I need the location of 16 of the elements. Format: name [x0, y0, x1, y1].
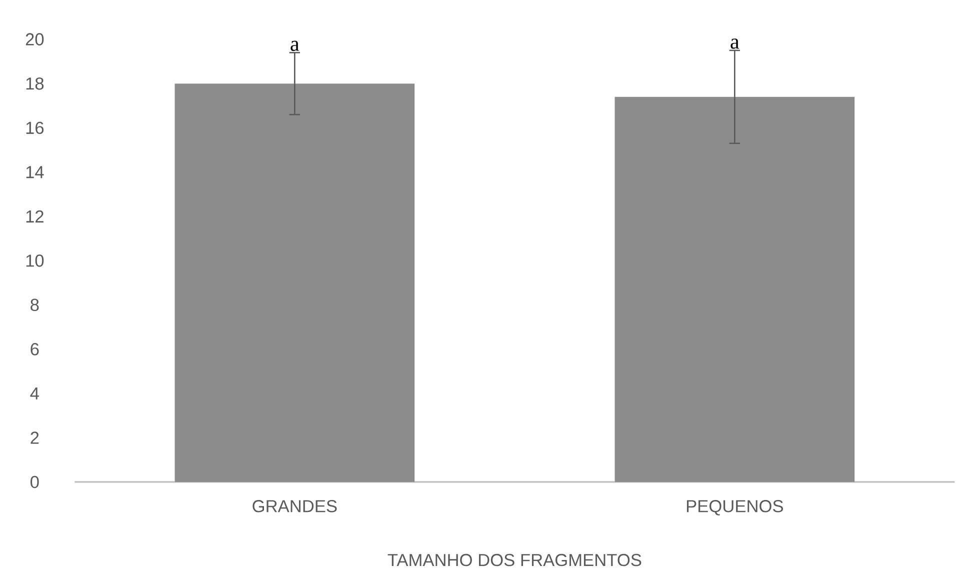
y-tick-label: 6 — [30, 343, 39, 356]
y-tick-label: 14 — [26, 166, 44, 178]
y-tick-label: 2 — [30, 432, 39, 444]
y-tick-label: 0 — [30, 476, 39, 488]
x-tick-label: GRANDES — [252, 500, 337, 512]
annotation: a — [730, 38, 740, 49]
y-tick-label: 4 — [30, 387, 39, 400]
x-tick-label: PEQUENOS — [686, 500, 783, 516]
y-tick-label: 16 — [26, 122, 44, 134]
y-tick-label: 8 — [30, 298, 39, 312]
x-axis-title: TAMANHO DOS FRAGMENTOS — [388, 554, 642, 566]
annotation: a — [290, 40, 300, 52]
y-tick-label: 12 — [26, 210, 44, 222]
y-tick-label: 20 — [26, 33, 44, 46]
y-tick-label: 10 — [26, 254, 44, 267]
y-tick-label: 18 — [26, 77, 44, 90]
